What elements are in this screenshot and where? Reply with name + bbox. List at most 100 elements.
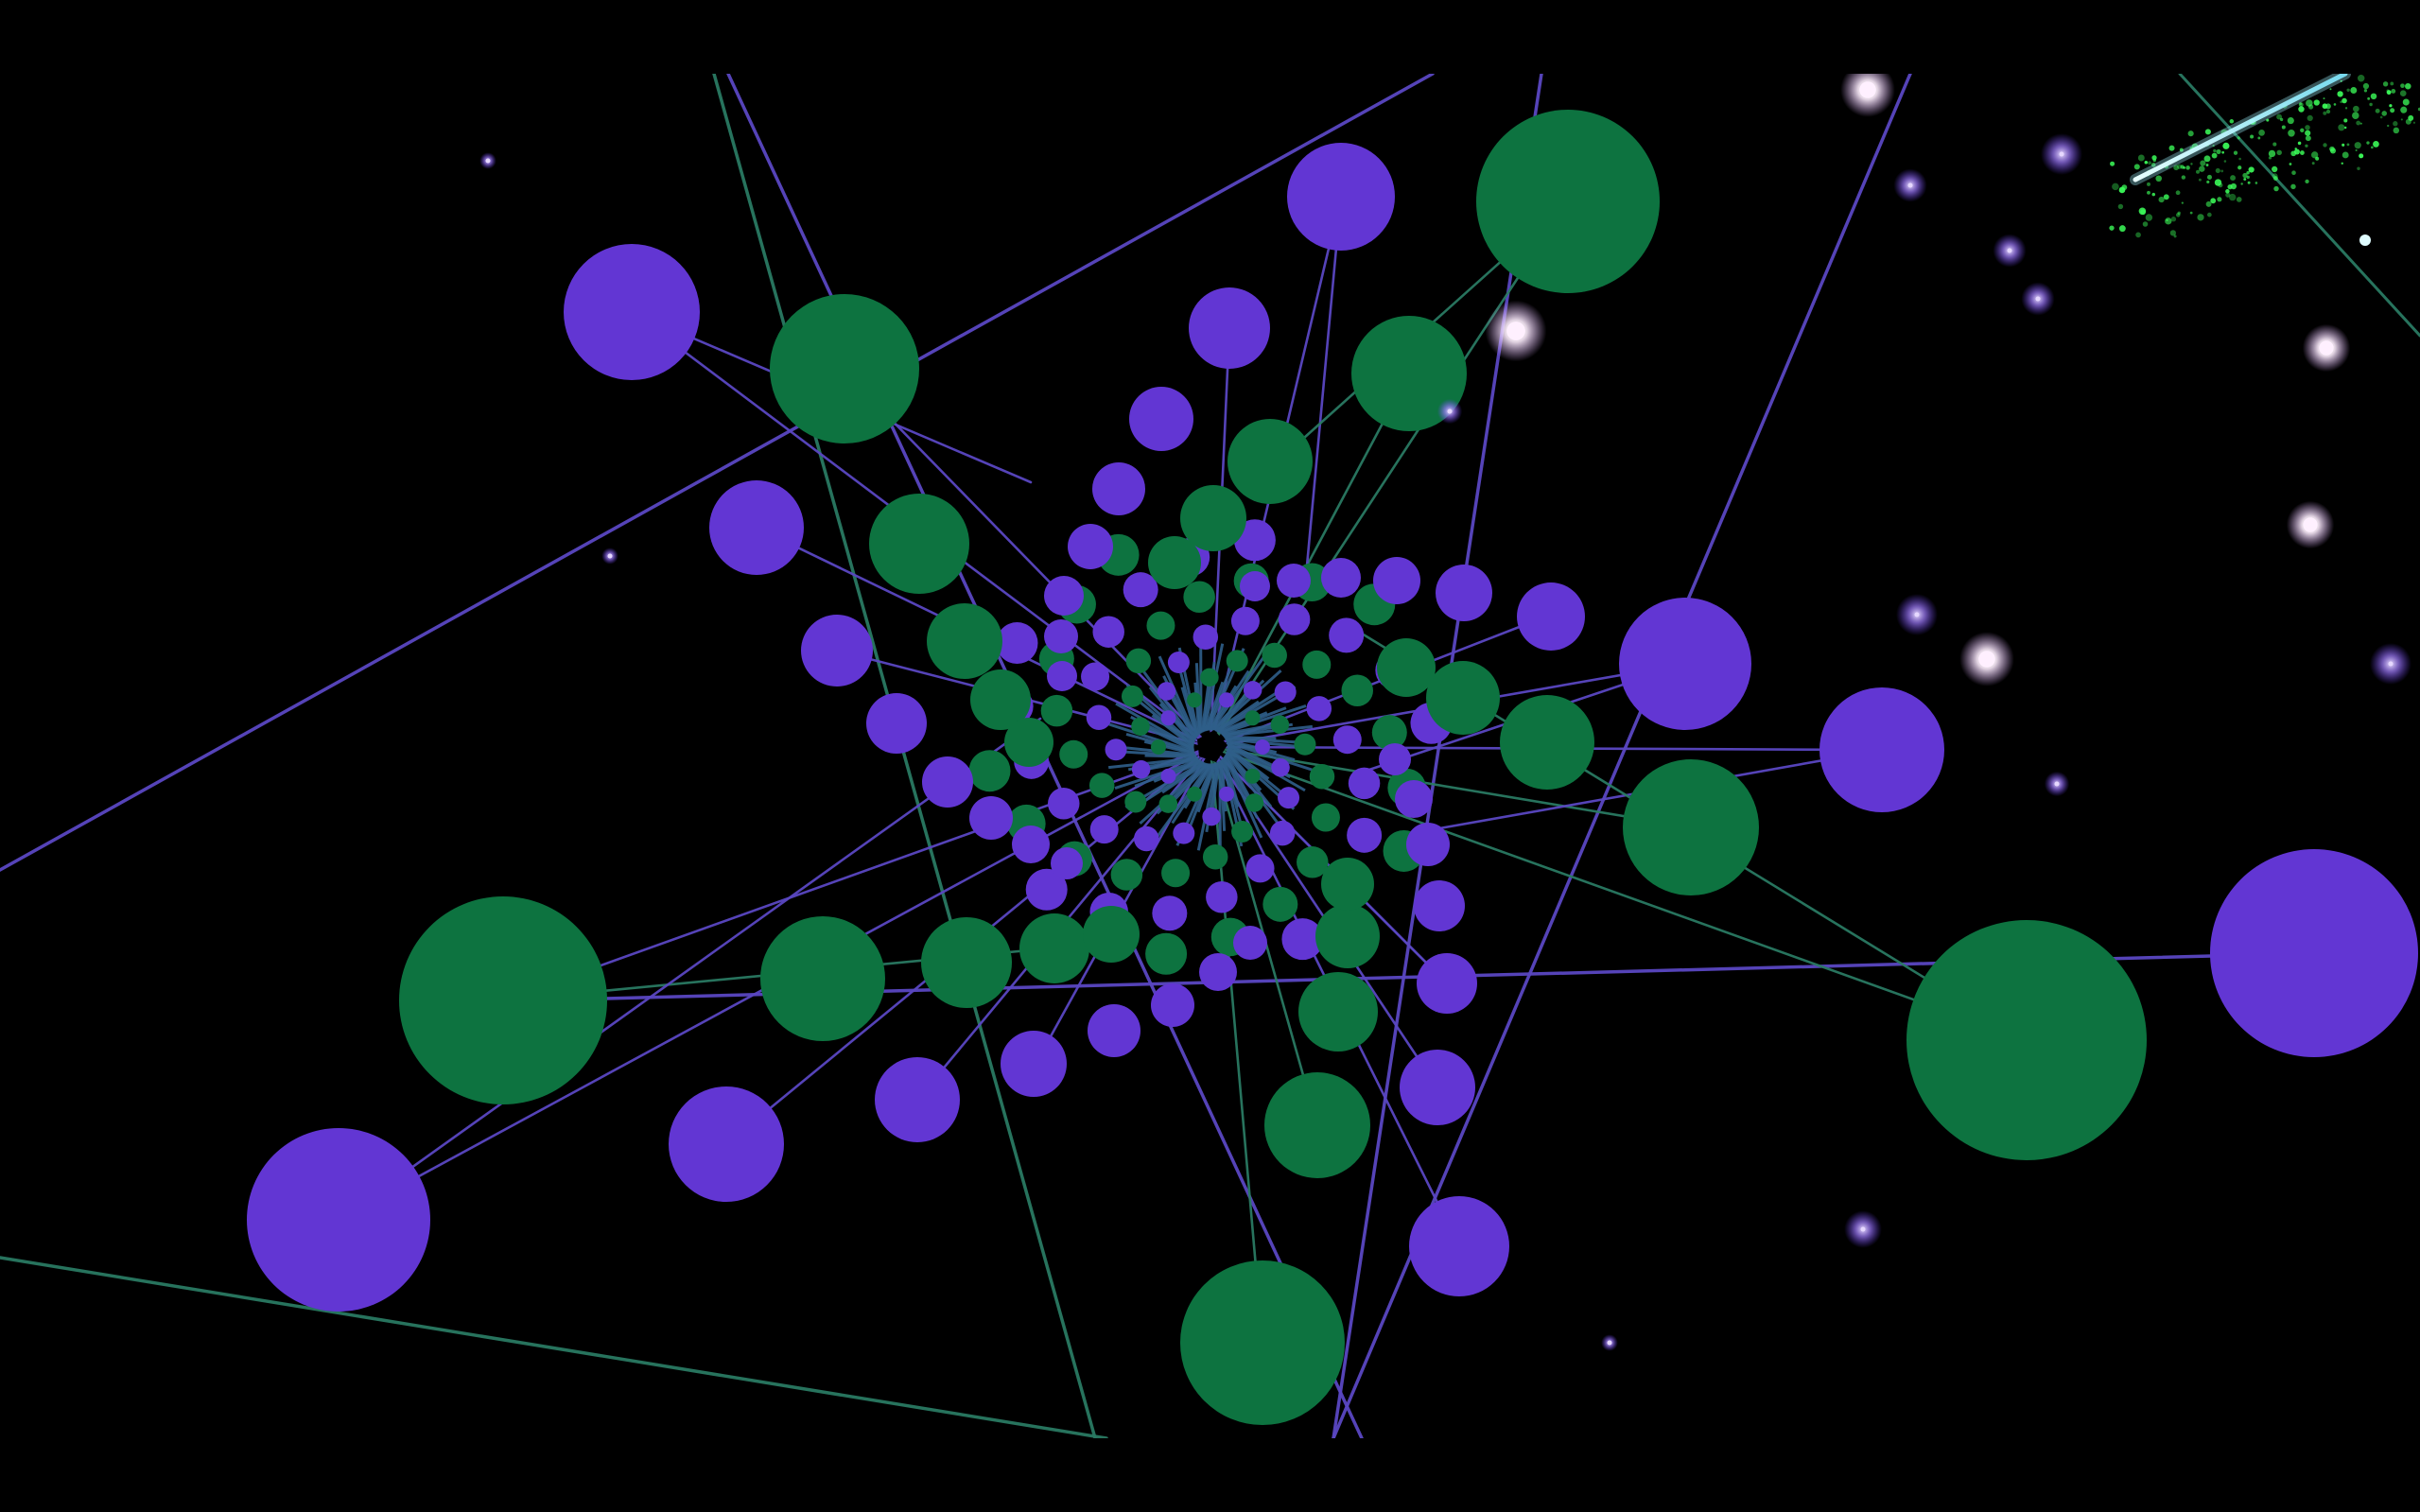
comet-spark <box>2311 162 2315 165</box>
star-core <box>2035 296 2041 302</box>
spiral-node-small <box>1347 817 1383 853</box>
comet-spark <box>2216 148 2221 154</box>
green-node <box>1321 858 1374 911</box>
star-core <box>2059 151 2064 157</box>
comet-spark <box>2273 185 2279 192</box>
comet-spark <box>2357 166 2360 171</box>
comet-spark <box>2337 91 2343 97</box>
comet-spark <box>2222 142 2230 149</box>
comet-spark <box>2109 225 2115 231</box>
spiral-node-small <box>1092 616 1124 648</box>
green-node <box>1227 419 1313 504</box>
comet-spark <box>2393 127 2400 134</box>
spiral-node-small <box>1105 739 1127 761</box>
comet-spark <box>2279 117 2284 122</box>
spiral-core-stroke <box>1213 669 1282 732</box>
spiral-core-stroke <box>1158 655 1198 739</box>
comet-spark <box>2238 157 2241 161</box>
comet-spark <box>2176 164 2183 169</box>
comet-spark <box>2189 211 2193 215</box>
comet-spark <box>2399 90 2407 97</box>
comet-spark <box>2382 81 2389 87</box>
comet-spark <box>2341 162 2343 165</box>
comet-spark <box>2373 141 2379 148</box>
spiral-core-stroke <box>1196 762 1219 851</box>
comet-spark <box>2118 225 2126 233</box>
spiral-core-stroke <box>1215 691 1278 733</box>
comet-spark <box>2220 169 2224 173</box>
spiral-node-small <box>1294 733 1316 756</box>
comet-spark <box>2325 109 2331 114</box>
comet-spark <box>2393 121 2398 127</box>
comet-spark <box>2299 102 2303 106</box>
purple-node <box>1199 953 1237 991</box>
purple-node <box>922 756 973 808</box>
spiral-node-small <box>1311 803 1340 832</box>
comet-spark <box>2185 165 2190 170</box>
spiral-node-small <box>1309 763 1335 790</box>
comet-spark <box>2305 179 2309 184</box>
spiral-node-small <box>1160 768 1176 784</box>
spiral-node-small <box>1348 767 1381 800</box>
frame-line <box>1332 74 1543 1438</box>
spiral-node-small <box>1306 696 1332 721</box>
comet-spark <box>2145 214 2153 221</box>
spiral-node-small <box>1059 739 1088 769</box>
comet-spark <box>2359 235 2371 246</box>
spiral-node-small <box>1245 710 1261 726</box>
comet-spark <box>2390 108 2395 113</box>
comet-spark <box>2177 211 2181 216</box>
spiral-node-small <box>1187 786 1203 802</box>
green-node <box>869 494 969 594</box>
green-node <box>1264 1072 1370 1178</box>
comet-spark <box>2386 90 2392 96</box>
spiral-node-small <box>1183 581 1215 614</box>
purple-node <box>1068 524 1113 569</box>
comet-spark <box>2163 194 2169 200</box>
comet-spark <box>2362 82 2370 90</box>
spiral-node-small <box>1040 694 1073 727</box>
comet-spark <box>2357 75 2365 82</box>
spiral-core <box>1106 643 1315 851</box>
purple-node <box>1051 847 1083 879</box>
comet-spark <box>2243 178 2247 182</box>
spiral-core-stroke <box>1210 656 1265 731</box>
spiral-node-small <box>1270 715 1290 735</box>
spiral-core-stroke <box>1227 744 1306 792</box>
comet-spark <box>2310 151 2319 159</box>
spiral-core-stroke <box>1108 722 1195 754</box>
comet-spark <box>2257 136 2261 140</box>
comet-spark <box>2371 146 2374 149</box>
spiral-node-small <box>1146 611 1175 640</box>
comet-spark <box>2359 153 2364 159</box>
spiral-node-small <box>1086 704 1112 731</box>
star-core <box>2388 661 2394 667</box>
spiral-node-small <box>1230 606 1260 635</box>
comet-spark <box>2205 164 2209 166</box>
comet-spark <box>2375 108 2380 113</box>
spiral-node-small <box>1281 918 1324 961</box>
comet-spark <box>2229 193 2237 201</box>
comet-spark <box>2221 150 2225 154</box>
green-node <box>1476 110 1660 293</box>
spiral-core-stroke <box>1223 755 1263 839</box>
comet-spark <box>2176 213 2181 217</box>
comet-spark <box>2217 197 2222 202</box>
spiral-node-small <box>1151 739 1166 755</box>
comet-spark <box>2333 103 2337 106</box>
spiral-core-stroke <box>1156 763 1211 838</box>
chord-line <box>1303 195 1343 588</box>
comet-spark <box>2390 81 2394 86</box>
purple-node <box>1001 1031 1067 1097</box>
comet-spark <box>2289 163 2292 165</box>
spiral-node-small <box>1274 681 1297 704</box>
green-node <box>1426 661 1500 735</box>
spiral-node-small <box>1218 692 1234 708</box>
comet-spark <box>2313 99 2320 106</box>
comet-spark <box>2305 130 2311 136</box>
comet-spark <box>2363 89 2368 93</box>
green-node <box>1019 913 1089 983</box>
comet-spark <box>2352 112 2359 119</box>
comet-spark <box>2342 151 2349 159</box>
green-node <box>1180 485 1246 551</box>
